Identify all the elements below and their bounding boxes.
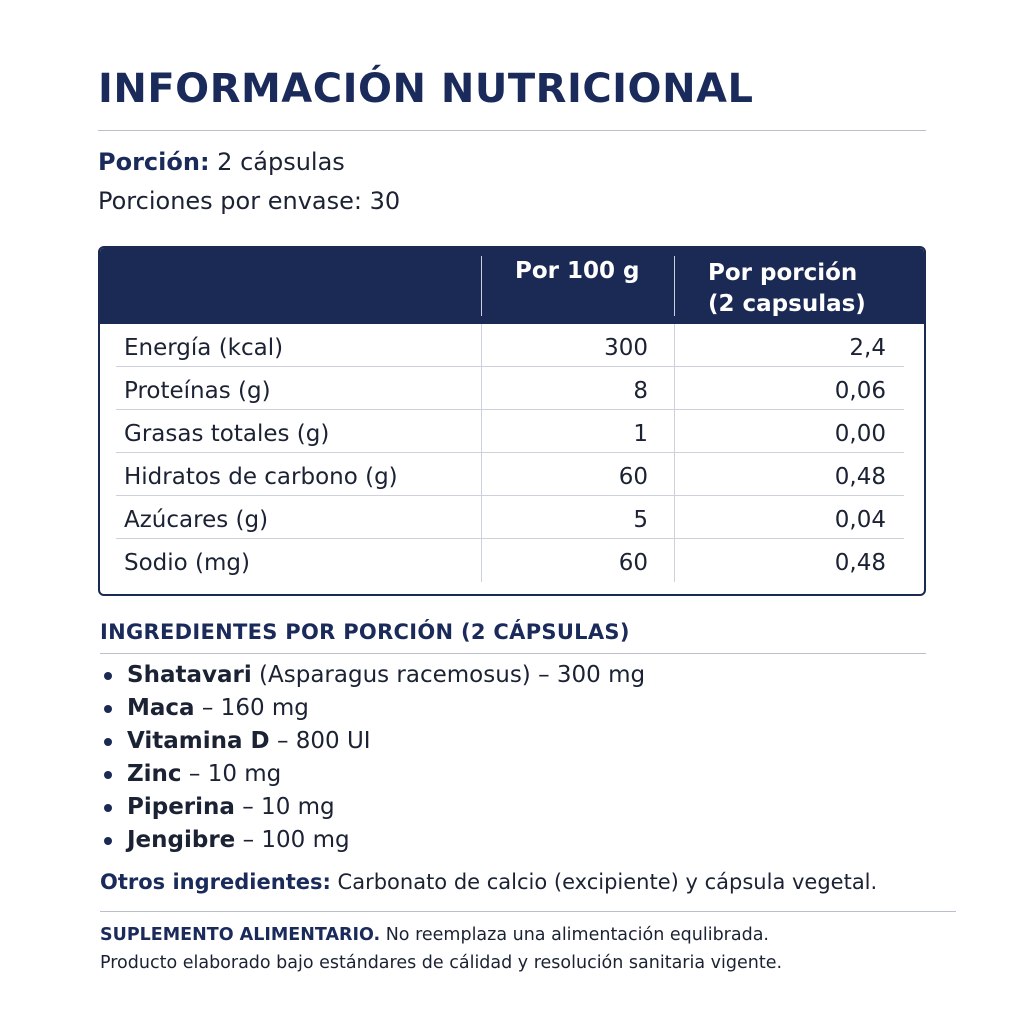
header-column-separator [481, 256, 482, 316]
header-per-portion-line1: Por porción [708, 260, 858, 286]
body-column-separator [674, 324, 675, 582]
value-per-portion: 0,00 [834, 421, 886, 447]
ingredient-name: Zinc [127, 761, 182, 787]
ingredient-name: Maca [127, 695, 195, 721]
footer-divider [100, 911, 956, 912]
other-ingredients: Otros ingredientes: Carbonato de calcio … [100, 870, 877, 894]
list-item: Piperina – 10 mg [100, 794, 645, 827]
supplement-text: No reemplaza una alimentación equlibrada… [380, 925, 769, 945]
ingredient-detail: – 10 mg [181, 761, 282, 787]
table-row: Energía (kcal) 300 2,4 [100, 324, 924, 367]
other-ingredients-label: Otros ingredientes: [100, 870, 331, 894]
value-per-100g: 60 [618, 550, 648, 576]
bullet-icon [104, 672, 112, 680]
ingredients-divider [100, 653, 926, 654]
header-per-portion: Por porción (2 capsulas) [708, 258, 866, 320]
servings-per-container: Porciones por envase: 30 [98, 187, 401, 215]
bullet-icon [104, 705, 112, 713]
row-divider [116, 538, 904, 539]
ingredient-detail: (Asparagus racemosus) – 300 mg [251, 662, 646, 688]
header-column-separator [674, 256, 675, 316]
value-per-100g: 300 [604, 335, 648, 361]
value-per-portion: 0,04 [834, 507, 886, 533]
nutrient-label: Grasas totales (g) [124, 421, 330, 447]
row-divider [116, 495, 904, 496]
ingredient-name: Piperina [127, 794, 235, 820]
bullet-icon [104, 837, 112, 845]
portion-value: 2 cápsulas [209, 148, 345, 176]
value-per-100g: 8 [633, 378, 648, 404]
list-item: Jengibre – 100 mg [100, 827, 645, 860]
list-item: Shatavari (Asparagus racemosus) – 300 mg [100, 662, 645, 695]
row-divider [116, 366, 904, 367]
list-item: Maca – 160 mg [100, 695, 645, 728]
value-per-portion: 2,4 [849, 335, 886, 361]
value-per-100g: 60 [618, 464, 648, 490]
supplement-notice: SUPLEMENTO ALIMENTARIO. No reemplaza una… [100, 925, 769, 945]
header-per-100g: Por 100 g [515, 258, 640, 284]
row-divider [116, 409, 904, 410]
table-row: Azúcares (g) 5 0,04 [100, 496, 924, 539]
value-per-portion: 0,48 [834, 550, 886, 576]
page-title: INFORMACIÓN NUTRICIONAL [98, 66, 754, 112]
production-notice: Producto elaborado bajo estándares de cá… [100, 953, 783, 973]
list-item: Zinc – 10 mg [100, 761, 645, 794]
value-per-100g: 5 [633, 507, 648, 533]
bullet-icon [104, 804, 112, 812]
other-ingredients-value: Carbonato de calcio (excipiente) y cápsu… [330, 870, 878, 894]
table-row: Proteínas (g) 8 0,06 [100, 367, 924, 410]
nutrient-label: Energía (kcal) [124, 335, 284, 361]
nutrient-label: Sodio (mg) [124, 550, 250, 576]
portion-label: Porción: [98, 148, 210, 176]
nutrient-label: Azúcares (g) [124, 507, 269, 533]
value-per-portion: 0,06 [834, 378, 886, 404]
supplement-label: SUPLEMENTO ALIMENTARIO. [100, 925, 381, 945]
title-divider [98, 130, 926, 131]
ingredient-detail: – 100 mg [235, 827, 350, 853]
value-per-100g: 1 [633, 421, 648, 447]
ingredient-detail: – 160 mg [194, 695, 309, 721]
portion-line: Porción: 2 cápsulas [98, 148, 345, 176]
ingredients-title: INGREDIENTES POR PORCIÓN (2 CÁPSULAS) [100, 620, 630, 644]
table-row: Sodio (mg) 60 0,48 [100, 539, 924, 582]
header-per-portion-line2: (2 capsulas) [708, 291, 866, 317]
nutrition-table-header: Por 100 g Por porción (2 capsulas) [100, 248, 924, 324]
ingredient-name: Vitamina D [127, 728, 270, 754]
table-row: Hidratos de carbono (g) 60 0,48 [100, 453, 924, 496]
table-row: Grasas totales (g) 1 0,00 [100, 410, 924, 453]
nutrient-label: Hidratos de carbono (g) [124, 464, 398, 490]
ingredient-detail: – 10 mg [234, 794, 335, 820]
list-item: Vitamina D – 800 UI [100, 728, 645, 761]
nutrient-label: Proteínas (g) [124, 378, 271, 404]
ingredient-name: Shatavari [127, 662, 252, 688]
ingredient-detail: – 800 UI [269, 728, 371, 754]
ingredient-name: Jengibre [127, 827, 236, 853]
value-per-portion: 0,48 [834, 464, 886, 490]
bullet-icon [104, 771, 112, 779]
body-column-separator [481, 324, 482, 582]
row-divider [116, 452, 904, 453]
bullet-icon [104, 738, 112, 746]
ingredients-list: Shatavari (Asparagus racemosus) – 300 mg… [100, 662, 645, 860]
nutrition-table: Por 100 g Por porción (2 capsulas) Energ… [98, 246, 926, 596]
